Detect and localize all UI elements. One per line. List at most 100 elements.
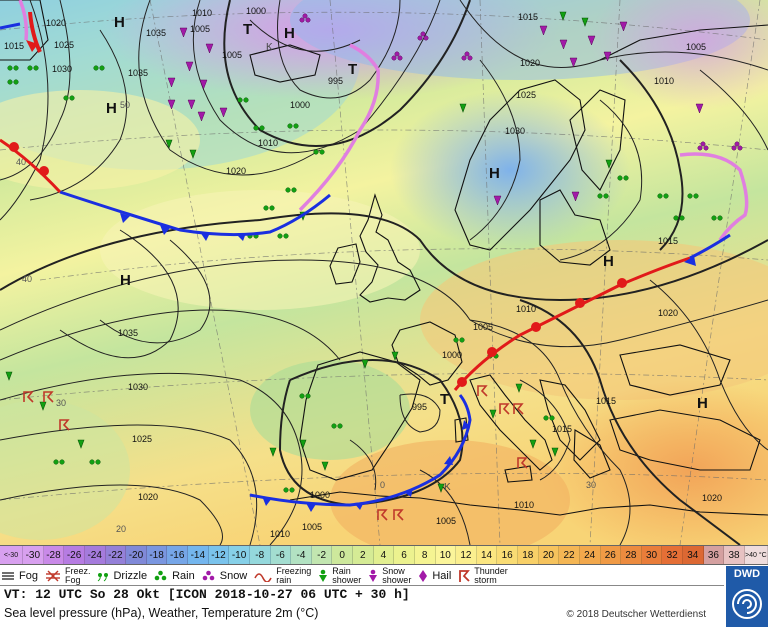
legend-freezing-fog: Freez. Fog: [44, 565, 91, 585]
snow-symbol: [461, 51, 473, 61]
rain-shower-symbols: [5, 11, 613, 493]
scale-cell: -28: [43, 546, 65, 564]
high-pressure-center: H: [106, 100, 117, 117]
scale-cell: -6: [270, 546, 292, 564]
scale-cell: -12: [208, 546, 230, 564]
high-pressure-center: H: [284, 25, 295, 42]
scale-cell: 30: [641, 546, 663, 564]
rain-symbol: [63, 95, 75, 101]
hail-icon: [419, 569, 428, 582]
high-pressure-center: H: [697, 395, 708, 412]
thunderstorm-symbol: [513, 403, 524, 415]
isobar-label: 1000: [290, 100, 310, 110]
coast-greenland: [0, 0, 49, 61]
coast-italy: [469, 374, 553, 471]
scale-cell: -16: [167, 546, 188, 564]
isobar-label: 995: [412, 402, 427, 412]
snow-shower-symbol: [187, 99, 196, 110]
rain-shower-symbol: [489, 409, 497, 419]
rain-shower-symbol: [39, 401, 47, 411]
snow-shower-symbol: [219, 107, 228, 118]
thunderstorm-icon: [459, 569, 471, 582]
freezing-rain-icon: [254, 572, 272, 582]
rain-shower-symbol: [515, 383, 523, 393]
coast-sicily: [504, 465, 533, 483]
coast-sardinia: [454, 417, 469, 443]
legend-drizzle: Drizzle: [96, 570, 147, 582]
isobar-label: 1020: [658, 308, 678, 318]
temperature-label: 50: [120, 100, 130, 110]
rain-symbol: [673, 215, 685, 221]
scale-cell: 16: [497, 546, 518, 564]
isobar-label: 1020: [702, 493, 722, 503]
scale-cell: 14: [476, 546, 498, 564]
high-pressure-center: H: [603, 253, 614, 270]
scale-cell: 38: [724, 546, 745, 564]
legend-drizzle-label: Drizzle: [113, 569, 148, 582]
rain-symbol: [313, 149, 325, 155]
isobar-label: 1015: [518, 12, 538, 22]
snow-icon: [202, 570, 215, 580]
isobar-label: 1005: [436, 516, 456, 526]
rain-shower-symbol: [189, 149, 197, 159]
legend-freezing-fog-label-1: Freez.: [64, 565, 91, 576]
rain-symbol: [285, 187, 297, 193]
temperature-label: 40: [22, 274, 32, 284]
scale-cell: 6: [394, 546, 415, 564]
snow-shower-symbol: [167, 99, 176, 110]
thunderstorm-symbols: [23, 385, 528, 521]
temperature-labels: 40 50 40 30 0 30 20: [16, 100, 596, 534]
legend-rain-shower-label-2: shower: [332, 574, 362, 585]
thunderstorm-symbol: [377, 509, 388, 521]
isobar-label: 1035: [118, 328, 138, 338]
thunderstorm-symbol: [477, 385, 488, 397]
legend-freezing-rain-label-2: rain: [276, 574, 292, 585]
scale-cell: 2: [353, 546, 374, 564]
scale-unit-low: <-30: [0, 546, 23, 564]
rain-shower-symbol: [581, 17, 589, 27]
low-pressure-center: T: [348, 61, 357, 78]
legend-rain-label: Rain: [172, 569, 195, 582]
warm-front-greenland: [0, 11, 42, 53]
scale-cell: -14: [188, 546, 209, 564]
temperature-color-scale: <-30 -30 -28 -26 -24 -22 -20 -18 -16 -14 -12 -10 -8-…: [0, 545, 768, 565]
legend-snow-label: Snow: [219, 569, 248, 582]
warm-front-north: [0, 138, 62, 194]
isobar-label: 1010: [516, 304, 536, 314]
scale-cell: 32: [662, 546, 683, 564]
legend-fog: Fog: [0, 570, 38, 582]
scale-unit-high: >40 °C: [744, 546, 768, 564]
snow-symbol: [391, 51, 403, 61]
legend-snow-shower-label-2: shower: [382, 574, 412, 585]
temperature-label: 30: [586, 480, 596, 490]
dwd-logo-icon: [732, 589, 762, 619]
rain-shower-symbol: [459, 103, 467, 113]
isobar-label: 1015: [596, 396, 616, 406]
scale-cell: -4: [291, 546, 312, 564]
rain-symbol: [277, 233, 289, 239]
scale-cell: -26: [64, 546, 85, 564]
scale-cell: 12: [456, 546, 477, 564]
legend-thunderstorm-label-2: storm: [474, 574, 497, 585]
rain-symbol: [89, 459, 101, 465]
rain-symbol: [687, 193, 699, 199]
rain-symbol: [287, 123, 299, 129]
drizzle-icon: [98, 572, 109, 581]
coast-africa: [289, 491, 768, 516]
rain-shower-symbol: [605, 159, 613, 169]
rain-symbol: [657, 193, 669, 199]
rain-shower-symbol: [5, 371, 13, 381]
coast-baltic: [539, 189, 611, 266]
scale-cell: 24: [579, 546, 601, 564]
coast-scandinavia: [454, 79, 586, 251]
isobar-label: 1030: [128, 382, 148, 392]
isobar-label: 1020: [226, 166, 246, 176]
rain-symbol: [27, 65, 39, 71]
coast-blacksea: [619, 344, 731, 396]
cold-marker: K: [444, 482, 451, 493]
rain-shower-symbol: [559, 11, 567, 21]
isobar-label: 1025: [132, 434, 152, 444]
snow-symbol: [697, 141, 709, 151]
legend-hail: Hail: [417, 569, 451, 583]
